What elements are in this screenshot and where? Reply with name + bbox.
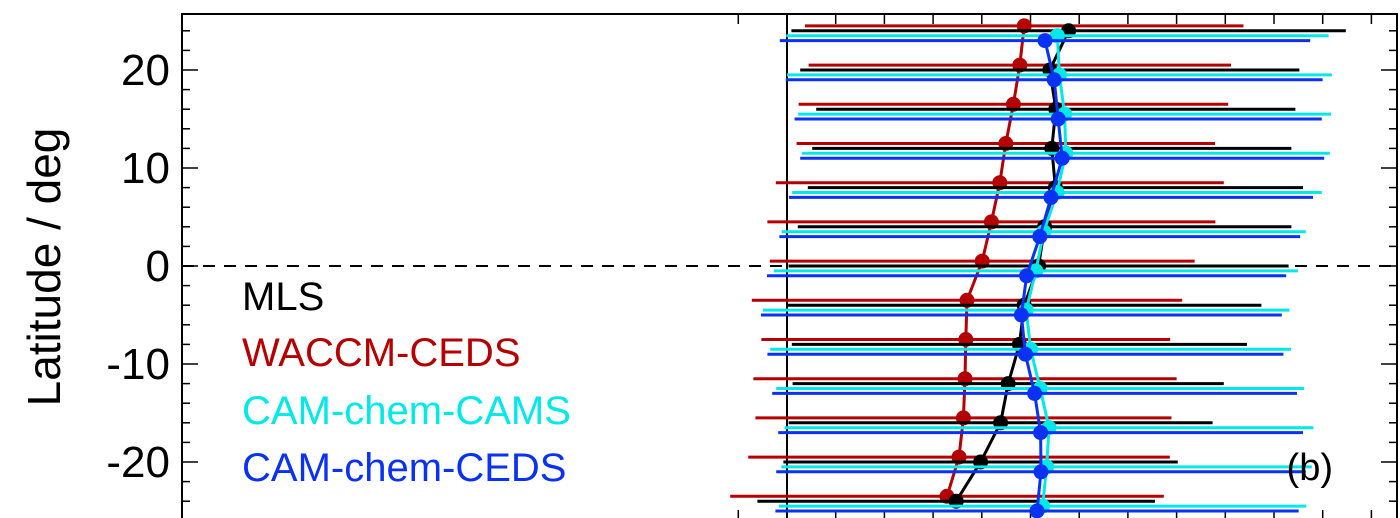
legend: MLS WACCM-CEDS CAM-chem-CAMS CAM-chem-CE… [242,275,571,490]
y-tick-labels: -20 -10 0 10 20 [106,46,170,487]
y-tick-label: 0 [146,242,170,291]
series-3 [761,33,1325,518]
data-point [1033,464,1049,480]
data-point [1033,425,1049,441]
y-tick-label: 10 [121,144,170,193]
data-point [1019,268,1035,284]
y-tick-label: -20 [106,438,170,487]
legend-entry-2: CAM-chem-CAMS [242,389,571,433]
panel-label: (b) [1287,447,1333,489]
data-point [1029,503,1045,518]
data-series [730,18,1346,518]
legend-entry-1: WACCM-CEDS [242,331,521,375]
data-point [1054,150,1070,166]
data-point [1037,33,1053,49]
data-point [1013,307,1029,323]
data-point [1046,72,1062,88]
legend-entry-0: MLS [242,275,324,319]
data-point [1043,189,1059,205]
y-tick-label: -10 [106,340,170,389]
data-point [1050,111,1066,127]
data-point [1032,229,1048,245]
data-point [1027,385,1043,401]
legend-entry-3: CAM-chem-CEDS [242,446,566,490]
y-axis-title: Latitude / deg [18,128,70,407]
y-tick-label: 20 [121,46,170,95]
plot-frame [181,13,1398,518]
data-point [1017,346,1033,362]
